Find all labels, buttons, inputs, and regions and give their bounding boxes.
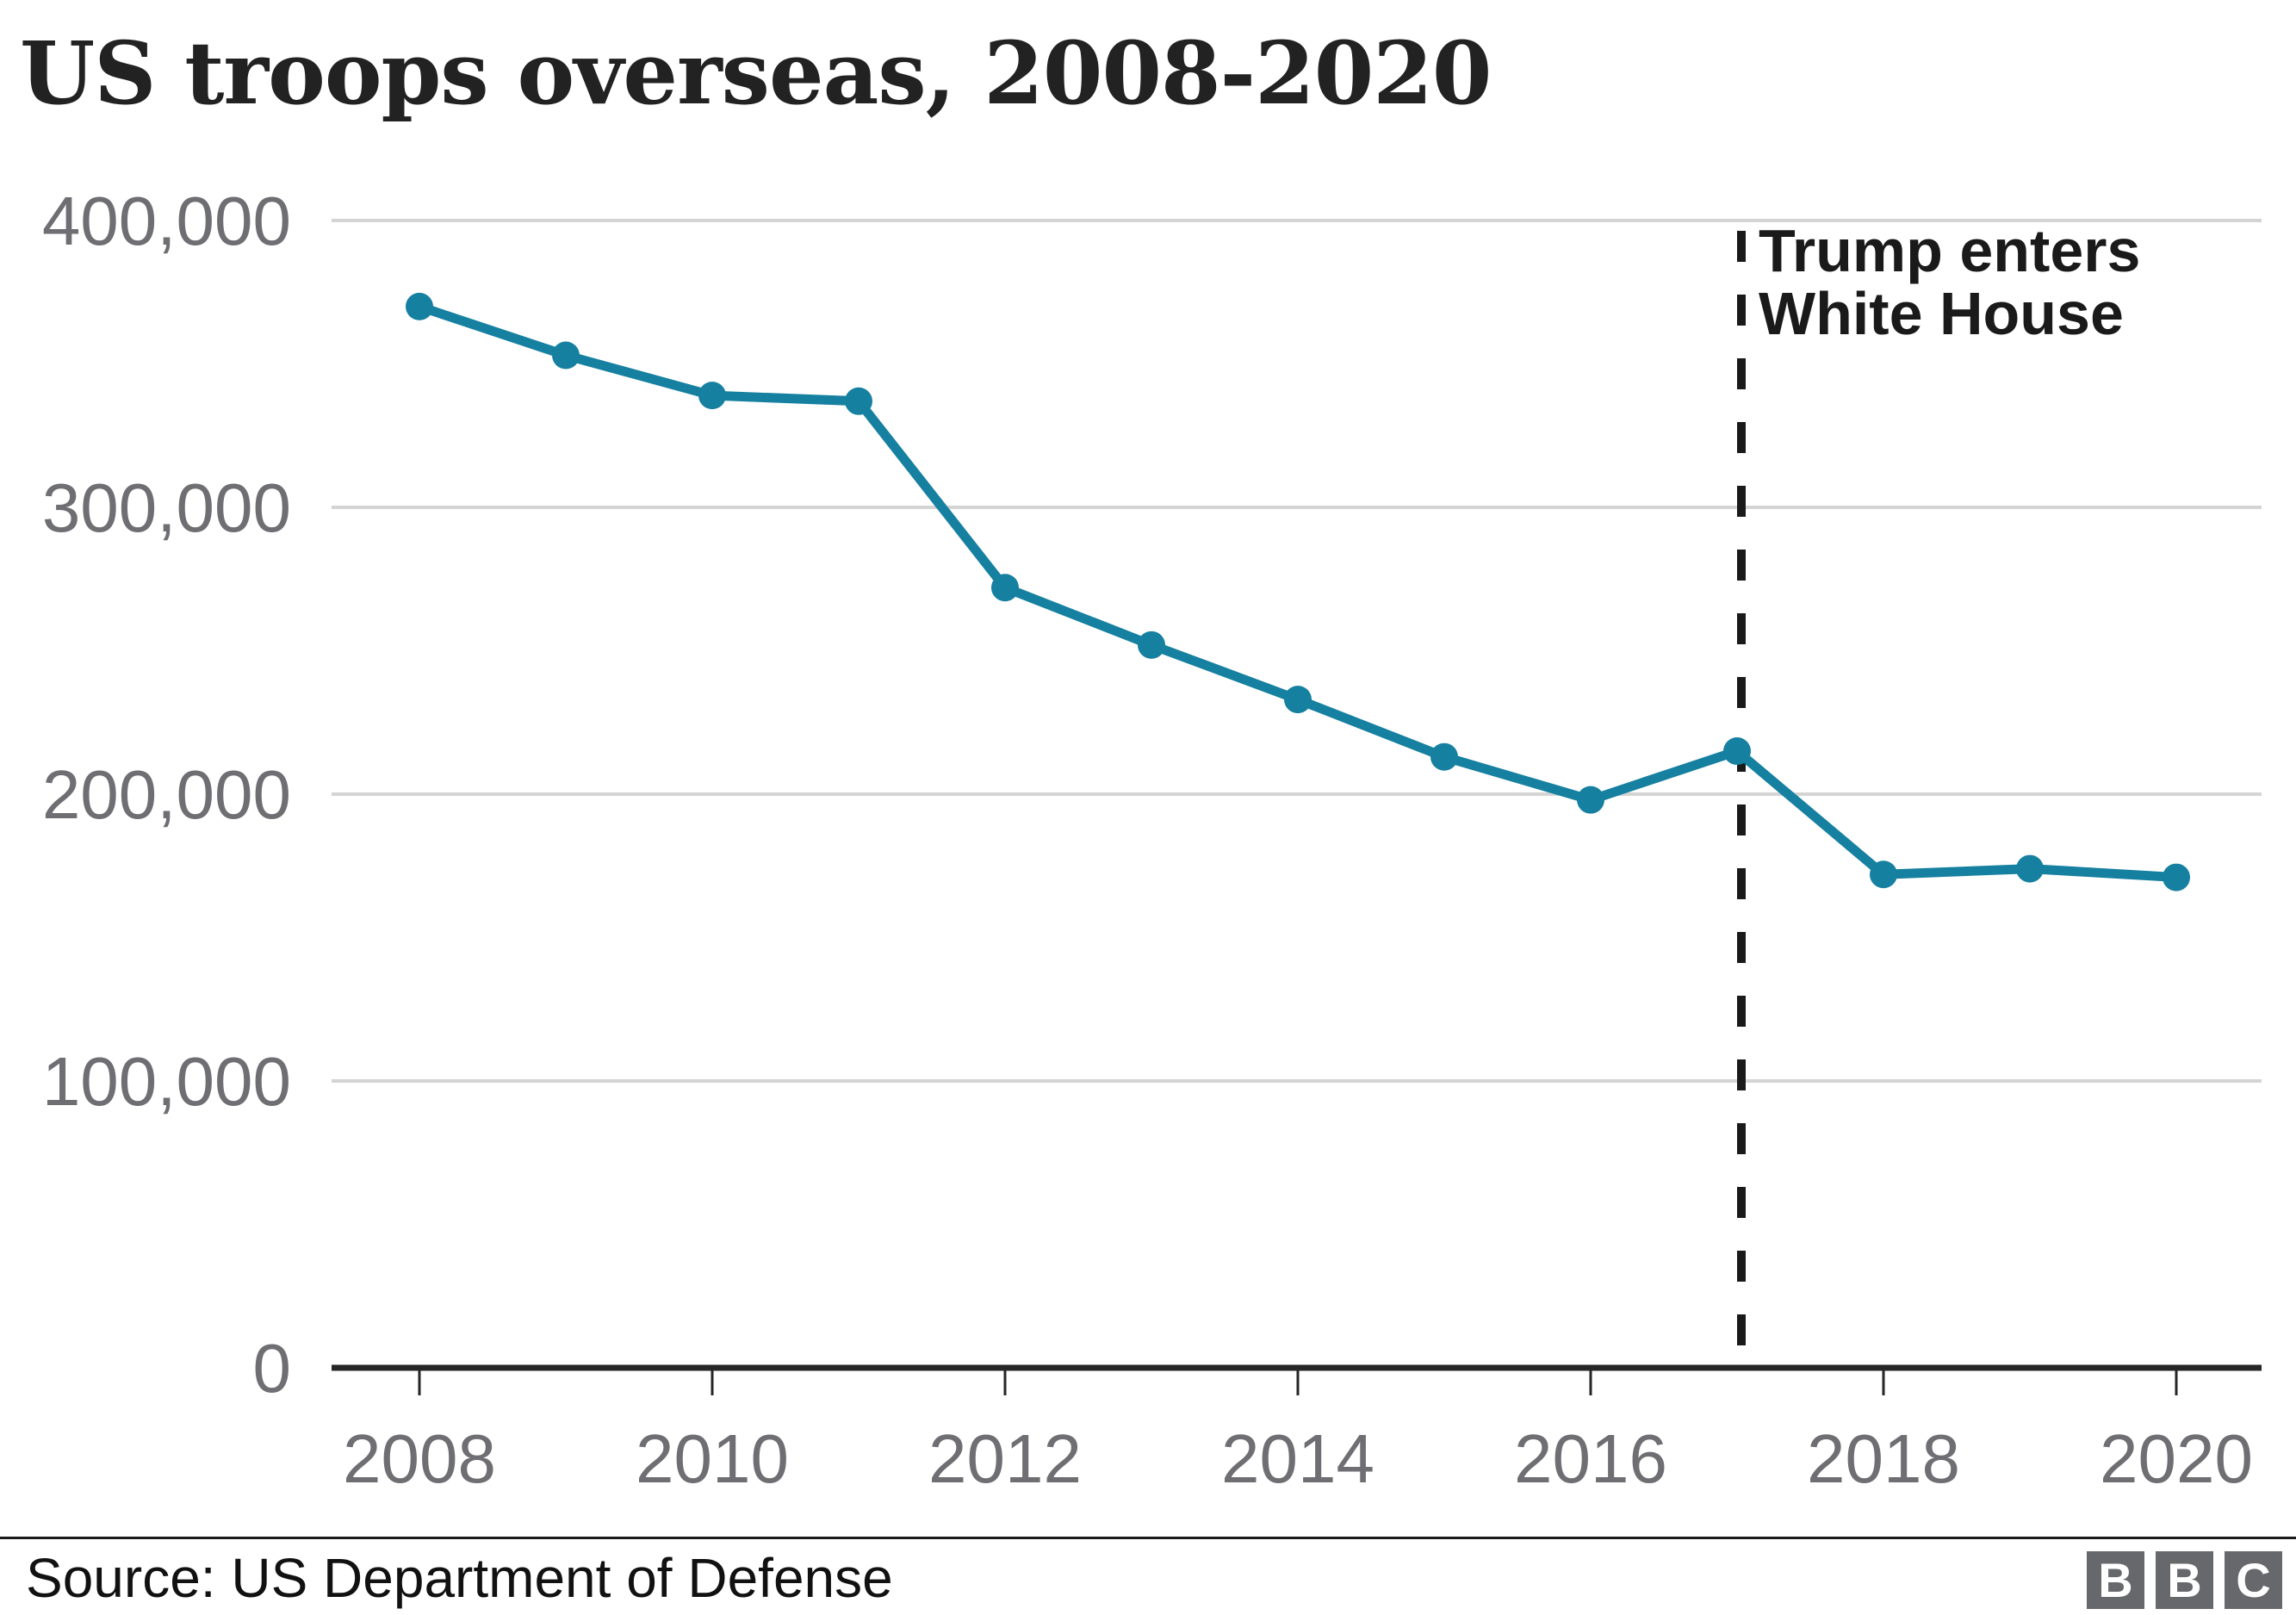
data-point <box>2163 863 2190 891</box>
annotation-layer: Trump enters White House <box>1759 217 2140 347</box>
y-tick-label: 200,000 <box>42 756 291 833</box>
x-tick-label: 2010 <box>636 1420 789 1497</box>
data-point <box>845 387 872 415</box>
y-tick-label: 300,000 <box>42 469 291 546</box>
x-tick-label: 2012 <box>928 1420 1082 1497</box>
bbc-logo-square: B <box>2156 1551 2213 1609</box>
bbc-logo-letter: B <box>2167 1552 2202 1607</box>
footer-divider <box>0 1537 2296 1539</box>
data-point <box>552 341 580 370</box>
axis-layer: 2008 2010 2012 2014 2016 2018 2020 <box>332 1364 2262 1497</box>
data-point <box>1723 737 1751 766</box>
annotation-line2: White House <box>1759 280 2124 347</box>
y-tick-label: 400,000 <box>42 183 291 259</box>
y-tick-label: 0 <box>253 1330 292 1407</box>
data-point <box>1284 686 1312 714</box>
series-layer <box>406 292 2190 891</box>
data-point <box>2016 854 2044 883</box>
data-point <box>1577 786 1604 814</box>
x-tick-label: 2008 <box>343 1420 496 1497</box>
bbc-logo: B B C <box>2087 1551 2282 1609</box>
x-tick-label: 2018 <box>1807 1420 1960 1497</box>
data-point <box>1430 742 1458 771</box>
series-line <box>414 301 2181 883</box>
bbc-logo-square: B <box>2087 1551 2144 1609</box>
bbc-logo-letter: C <box>2236 1552 2271 1607</box>
chart-title: US troops overseas, 2008-2020 <box>20 22 1492 124</box>
data-point <box>1870 860 1897 889</box>
bbc-logo-letter: B <box>2098 1552 2133 1607</box>
y-tick-label: 100,000 <box>42 1043 291 1120</box>
source-text: Source: US Department of Defense <box>26 1547 893 1609</box>
x-tick-label: 2014 <box>1221 1420 1374 1497</box>
data-point <box>406 292 433 320</box>
bbc-logo-square: C <box>2225 1551 2282 1609</box>
x-tick-label: 2016 <box>1514 1420 1667 1497</box>
annotation-line1: Trump enters <box>1759 217 2140 284</box>
data-point <box>991 574 1019 602</box>
x-tick-label: 2020 <box>2100 1420 2253 1497</box>
gridlines-layer: 0 100,000 200,000 300,000 400,000 <box>42 183 2262 1407</box>
data-point <box>698 382 726 410</box>
data-point <box>1138 630 1165 659</box>
